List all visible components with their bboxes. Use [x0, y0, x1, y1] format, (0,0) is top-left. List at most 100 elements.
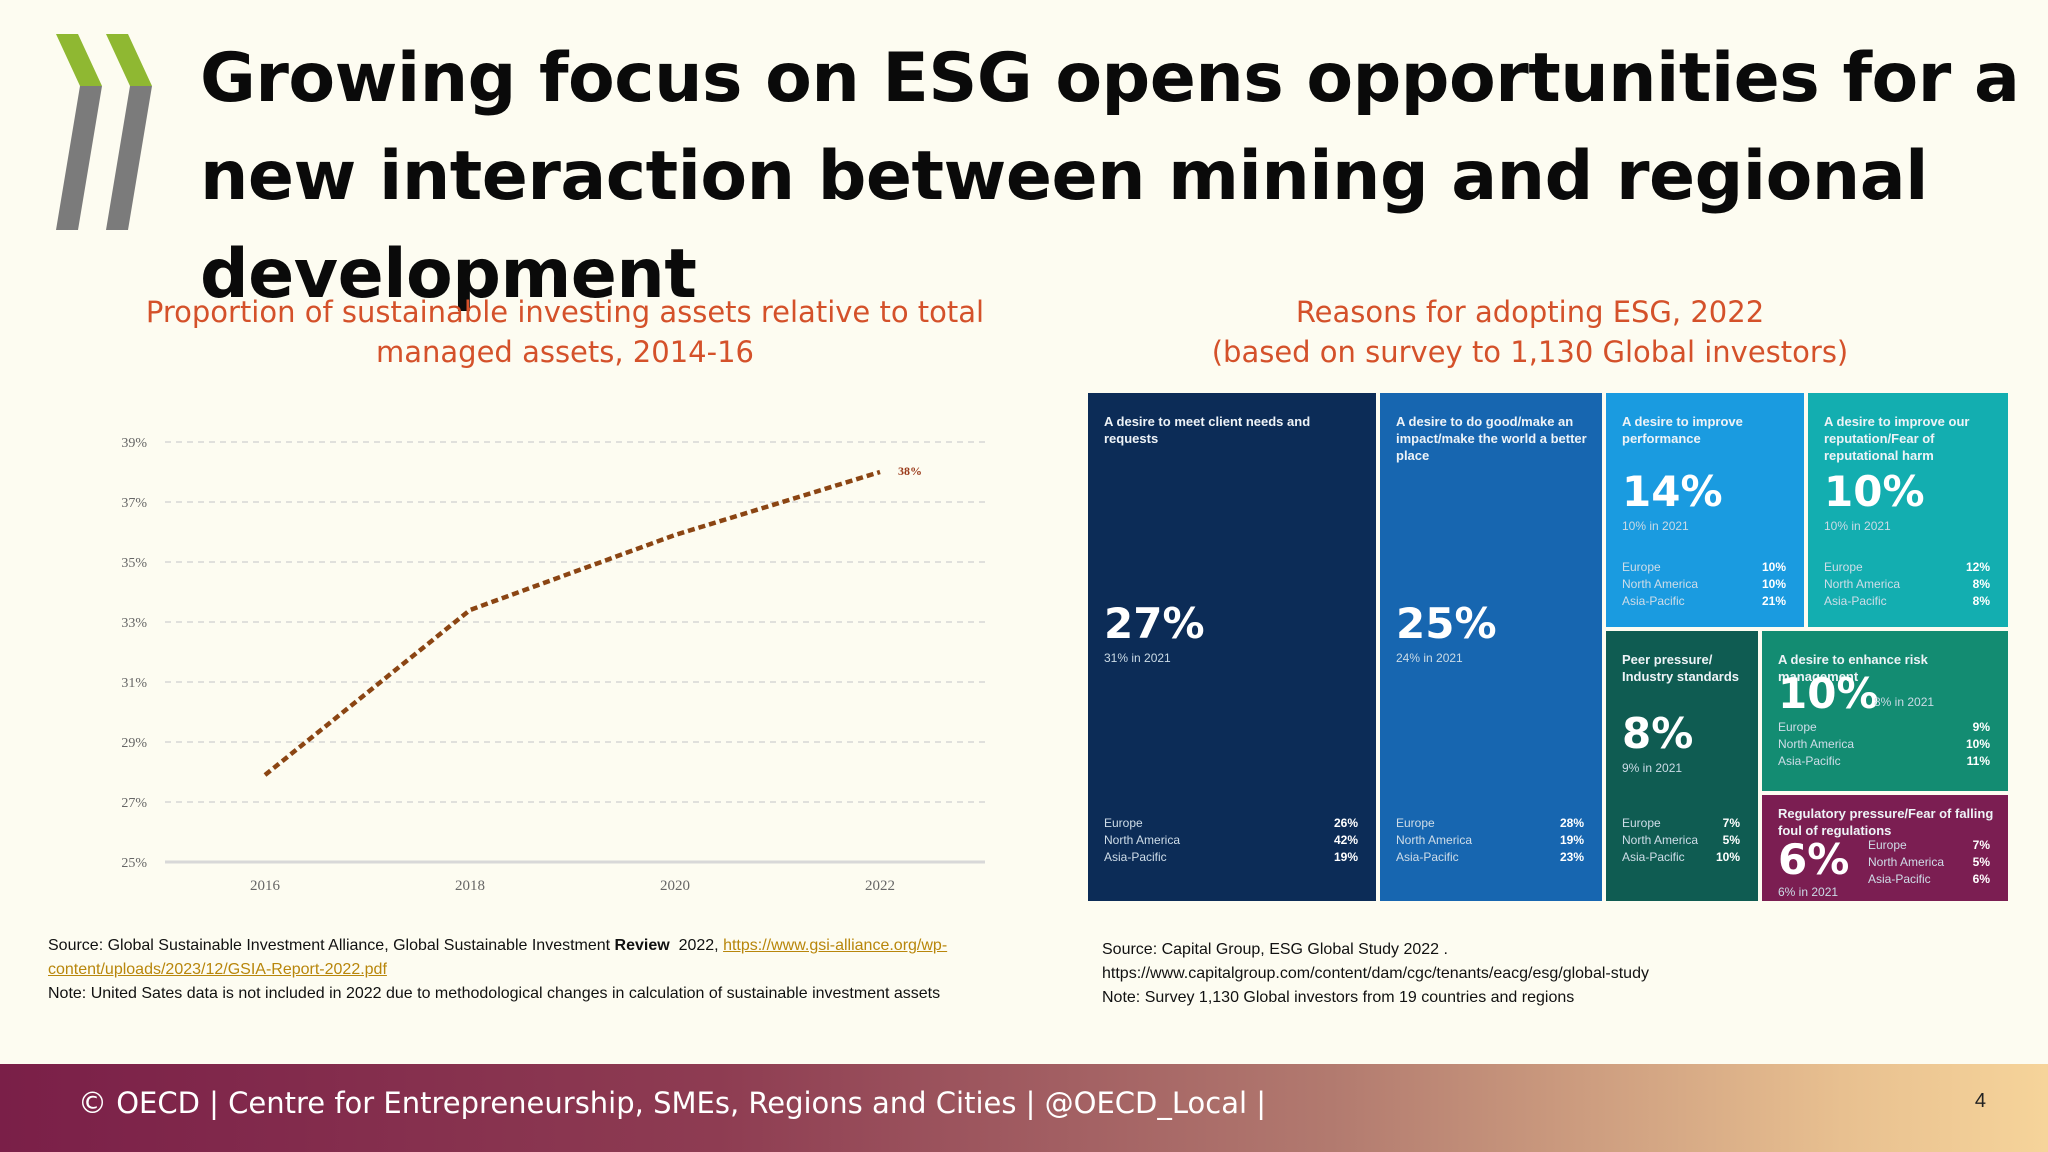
region-name: North America	[1622, 577, 1699, 591]
region-value: 19%	[1559, 833, 1584, 847]
treemap-tile: Regulatory pressure/Fear of falling foul…	[1762, 795, 2008, 901]
region-name: Asia-Pacific	[1104, 850, 1167, 864]
tile-percentage: 14%	[1622, 467, 1723, 516]
region-value: 28%	[1559, 816, 1584, 830]
x-tick-label: 2020	[660, 878, 690, 894]
region-row: Asia-Pacific 23%	[1396, 849, 1584, 866]
oecd-logo	[56, 34, 152, 230]
tile-regions: Europe 9% North America 10% Asia-Pacific 11%	[1778, 719, 1990, 770]
tile-label: Regulatory pressure/Fear of falling foul…	[1778, 806, 1994, 838]
region-name: Asia-Pacific	[1868, 872, 1931, 886]
region-value: 26%	[1333, 816, 1358, 830]
treemap-tile: A desire to improve performance 14% 10% in…	[1606, 393, 1804, 627]
right-source-note: Source: Capital Group, ESG Global Study …	[1102, 938, 2002, 1010]
tile-regions: Europe 28% North America 19% Asia-Pacific 23%	[1396, 815, 1584, 866]
tile-previous-year: 9% in 2021	[1622, 761, 1683, 775]
region-row: Europe 7%	[1868, 837, 1990, 854]
tile-percentage: 10%	[1824, 467, 1925, 516]
region-row: Europe 12%	[1824, 559, 1990, 576]
region-value: 9%	[1972, 720, 1990, 734]
tile-label: A desire to enhance risk management	[1778, 652, 1928, 684]
region-row: North America 42%	[1104, 832, 1358, 849]
region-value: 23%	[1559, 850, 1584, 864]
y-tick-label: 37%	[121, 496, 147, 511]
footer-bar: © OECD | Centre for Entrepreneurship, SM…	[0, 1064, 2048, 1152]
tile-previous-year: 6% in 2021	[1778, 885, 1839, 899]
region-row: North America 8%	[1824, 576, 1990, 593]
logo-chevron-left-green	[56, 34, 102, 86]
logo-chevron-left-grey	[56, 86, 102, 230]
region-row: Europe 10%	[1622, 559, 1786, 576]
y-tick-label: 29%	[121, 736, 147, 751]
treemap-tile: A desire to meet client needs and reques…	[1088, 393, 1376, 901]
y-tick-label: 39%	[121, 436, 147, 451]
region-row: Asia-Pacific 21%	[1622, 593, 1786, 610]
region-value: 6%	[1972, 872, 1990, 886]
right-note: Note: Survey 1,130 Global investors from…	[1102, 989, 1575, 1006]
treemap-tile: A desire to enhance risk management 10% 8%…	[1762, 631, 2008, 791]
region-name: Europe	[1396, 816, 1435, 830]
region-name: North America	[1622, 833, 1699, 847]
region-name: Asia-Pacific	[1622, 850, 1685, 864]
region-name: Europe	[1824, 560, 1863, 574]
tile-label: A desire to meet client needs and reques…	[1104, 414, 1311, 446]
tile-previous-year: 10% in 2021	[1622, 519, 1689, 533]
tile-previous-year: 8% in 2021	[1874, 695, 1935, 709]
left-chart-title: Proportion of sustainable investing asse…	[145, 295, 985, 369]
region-value: 5%	[1972, 855, 1990, 869]
gsia-report-link[interactable]: https://www.gsi-alliance.org/wp-content/…	[48, 937, 948, 978]
y-tick-label: 35%	[121, 556, 147, 571]
series-line	[263, 469, 881, 777]
region-value: 10%	[1715, 850, 1740, 864]
tile-previous-year: 24% in 2021	[1396, 651, 1463, 665]
left-source-bold: Review	[614, 937, 670, 954]
region-row: Europe 7%	[1622, 815, 1740, 832]
region-name: Asia-Pacific	[1778, 754, 1841, 768]
region-value: 7%	[1972, 838, 1990, 852]
tile-label: Peer pressure/ Industry standards	[1622, 652, 1740, 684]
logo-chevron-right-green	[106, 34, 152, 86]
left-source-note: Source: Global Sustainable Investment Al…	[48, 934, 1088, 1006]
left-source-mid: 2022,	[669, 937, 724, 954]
region-row: Asia-Pacific 6%	[1868, 871, 1990, 888]
region-value: 11%	[1966, 754, 1990, 768]
right-chart-title: Reasons for adopting ESG, 2022 (based on…	[1211, 295, 1849, 369]
esg-reasons-treemap: A desire to meet client needs and reques…	[1088, 393, 2008, 901]
left-source-prefix: Source: Global Sustainable Investment Al…	[48, 937, 615, 954]
tile-percentage: 6%	[1778, 835, 1850, 884]
y-tick-label: 25%	[121, 856, 147, 871]
region-value: 8%	[1972, 594, 1990, 608]
region-name: North America	[1396, 833, 1473, 847]
slide-title: Growing focus on ESG opens opportunities…	[200, 39, 2020, 314]
region-row: Europe 28%	[1396, 815, 1584, 832]
region-name: North America	[1868, 855, 1945, 869]
region-value: 10%	[1761, 560, 1786, 574]
treemap-tile: Peer pressure/ Industry standards 8% 9% in…	[1606, 631, 1758, 901]
region-name: Asia-Pacific	[1824, 594, 1887, 608]
region-name: Asia-Pacific	[1622, 594, 1685, 608]
region-value: 8%	[1972, 577, 1990, 591]
tile-percentage: 10%	[1778, 669, 1879, 718]
region-value: 19%	[1333, 850, 1358, 864]
region-name: Europe	[1104, 816, 1143, 830]
region-value: 12%	[1965, 560, 1990, 574]
region-row: North America 19%	[1396, 832, 1584, 849]
region-name: Europe	[1622, 560, 1661, 574]
region-name: Europe	[1622, 816, 1661, 830]
region-value: 21%	[1761, 594, 1786, 608]
tile-label: A desire to improve our reputation/Fear …	[1824, 414, 1970, 463]
y-tick-label: 31%	[121, 676, 147, 691]
end-value-label: 38%	[898, 464, 922, 478]
tile-previous-year: 10% in 2021	[1824, 519, 1891, 533]
region-row: North America 5%	[1622, 832, 1740, 849]
left-note: Note: United Sates data is not included …	[48, 985, 941, 1002]
x-tick-label: 2016	[250, 878, 281, 894]
region-name: North America	[1104, 833, 1181, 847]
region-value: 10%	[1965, 737, 1990, 751]
y-tick-label: 27%	[121, 796, 147, 811]
region-name: North America	[1824, 577, 1901, 591]
tile-percentage: 25%	[1396, 599, 1497, 648]
tile-regions: Europe 12% North America 8% Asia-Pacific 8%	[1824, 559, 1990, 610]
tile-label: A desire to improve performance	[1622, 414, 1743, 446]
tile-label: A desire to do good/make an impact/make …	[1396, 414, 1587, 463]
